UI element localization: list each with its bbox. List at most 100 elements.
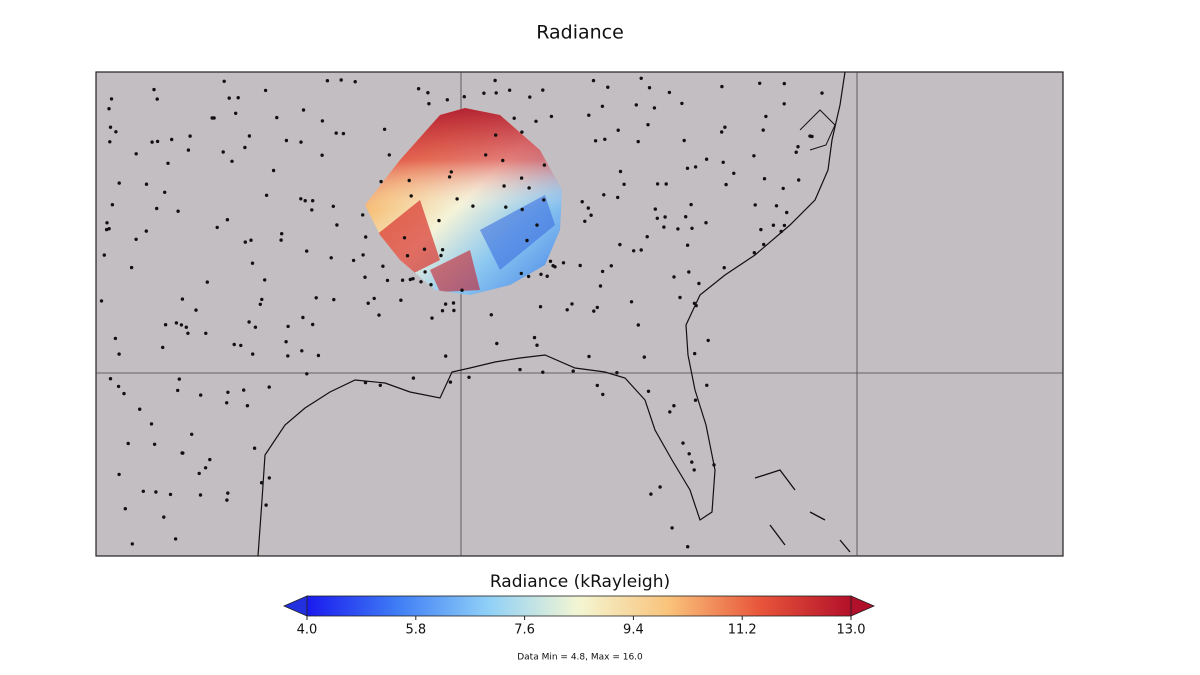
city-dot (542, 163, 547, 167)
city-dot (484, 153, 488, 157)
city-dot (203, 466, 208, 470)
city-dot (130, 542, 134, 546)
city-dot (259, 481, 264, 485)
city-dot (179, 323, 184, 327)
city-dot (437, 218, 441, 223)
city-dot (532, 335, 537, 340)
city-dot (245, 404, 250, 408)
city-dot (602, 193, 606, 197)
city-dot (267, 385, 271, 389)
city-dot (186, 331, 190, 335)
city-dot (335, 223, 339, 227)
city-dot (129, 265, 134, 270)
city-dot (615, 371, 619, 375)
city-dot (639, 248, 643, 252)
city-dot (161, 345, 165, 350)
city-dot (820, 91, 824, 95)
city-dot (162, 515, 166, 519)
city-dot (455, 197, 459, 201)
city-dot (724, 182, 728, 187)
city-dot (247, 320, 251, 324)
city-dot (705, 383, 709, 387)
city-dot (263, 278, 267, 282)
city-dot (616, 195, 620, 200)
city-dot (174, 321, 179, 325)
city-dot (606, 85, 610, 89)
city-dot (678, 295, 682, 300)
coastline (799, 109, 836, 151)
city-dot (722, 266, 726, 270)
city-dot (381, 264, 385, 268)
city-dot (155, 139, 160, 144)
city-dot (305, 372, 309, 376)
city-dot (134, 237, 138, 241)
city-dot (489, 313, 493, 317)
city-dot (694, 303, 698, 308)
colorbar-tick-label: 13.0 (837, 623, 866, 638)
city-dot (785, 210, 789, 215)
city-dot (658, 485, 662, 489)
city-dot (672, 275, 676, 279)
city-dot (444, 354, 448, 358)
city-dot (109, 97, 114, 101)
city-dot (247, 134, 252, 138)
city-dot (163, 323, 168, 327)
city-dot (593, 139, 598, 143)
city-dot (325, 79, 330, 83)
city-dot (449, 170, 453, 174)
city-dot (646, 389, 651, 393)
city-dot (670, 526, 674, 530)
colorbar-under (282, 595, 308, 617)
city-dot (108, 377, 113, 381)
city-dot (226, 491, 230, 495)
city-dot (452, 308, 456, 313)
city-dot (448, 380, 453, 384)
city-dot (682, 138, 686, 143)
colorbar-tick-label: 7.6 (514, 623, 535, 638)
city-dot (399, 298, 403, 302)
city-dot (382, 127, 387, 131)
city-dot (284, 138, 289, 143)
city-dot (242, 388, 246, 392)
city-dot (150, 140, 154, 144)
city-dot (443, 302, 448, 306)
city-dot (385, 278, 390, 283)
city-dot (583, 219, 587, 223)
city-dot (632, 249, 636, 253)
colorbar-tick-label: 11.2 (728, 623, 757, 638)
map (95, 71, 1064, 557)
city-dot (407, 178, 411, 183)
city-dot (535, 223, 539, 227)
city-dot (152, 442, 157, 446)
city-dot (320, 119, 325, 123)
city-dot (300, 349, 304, 353)
city-dot (649, 492, 653, 496)
city-dot (419, 280, 423, 284)
city-dot (447, 175, 452, 179)
city-dot (697, 281, 701, 286)
city-dot (353, 80, 357, 84)
city-dot (526, 274, 531, 279)
city-dot (267, 476, 271, 480)
city-dot (779, 229, 783, 234)
city-dot (535, 343, 539, 347)
city-dot (534, 119, 538, 124)
city-dot (600, 269, 605, 274)
city-dot (595, 383, 599, 388)
city-dot (587, 113, 591, 117)
city-dot (759, 227, 763, 232)
city-dot (520, 130, 524, 134)
city-dot (548, 259, 553, 263)
city-dot (154, 490, 158, 494)
city-dot (144, 229, 148, 233)
city-dot (752, 154, 756, 158)
city-dot (194, 308, 198, 312)
city-dot (591, 78, 596, 83)
city-dot (210, 116, 214, 120)
city-dot (634, 103, 638, 107)
city-dot (527, 186, 531, 190)
city-dot (704, 157, 709, 161)
city-dot (176, 388, 180, 393)
city-dot (126, 441, 130, 446)
city-dot (758, 81, 762, 86)
